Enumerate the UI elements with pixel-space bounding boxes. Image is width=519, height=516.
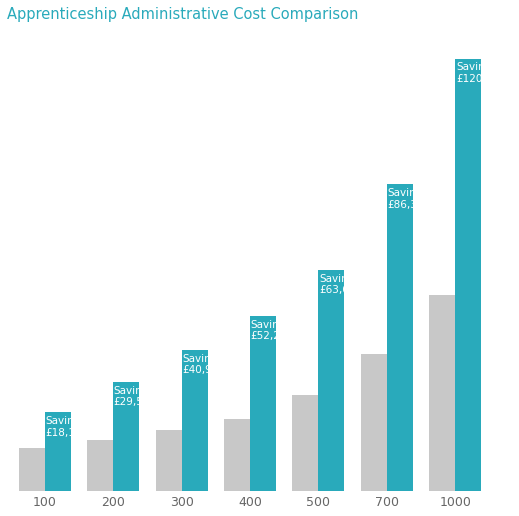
Text: Saving
£63,656: Saving £63,656 (319, 274, 362, 296)
Bar (87, 440, 113, 491)
Bar (361, 354, 387, 491)
Bar (455, 58, 482, 491)
Bar (429, 295, 455, 491)
Text: Saving
£86,388: Saving £86,388 (388, 188, 431, 209)
Bar (319, 270, 345, 491)
Bar (224, 418, 250, 491)
Bar (292, 395, 319, 491)
Bar (45, 412, 71, 491)
Text: Saving
£40,924: Saving £40,924 (182, 354, 225, 375)
Text: Saving
£18,193: Saving £18,193 (45, 416, 88, 438)
Bar (250, 316, 276, 491)
Bar (387, 184, 413, 491)
Text: Apprenticeship Administrative Cost Comparison: Apprenticeship Administrative Cost Compa… (7, 7, 358, 22)
Bar (156, 430, 182, 491)
Text: Saving
£52,290: Saving £52,290 (251, 320, 294, 341)
Bar (113, 382, 139, 491)
Bar (19, 448, 45, 491)
Bar (182, 350, 208, 491)
Text: Saving
£29,558: Saving £29,558 (114, 386, 157, 408)
Text: Saving
£120,486: Saving £120,486 (456, 62, 506, 84)
